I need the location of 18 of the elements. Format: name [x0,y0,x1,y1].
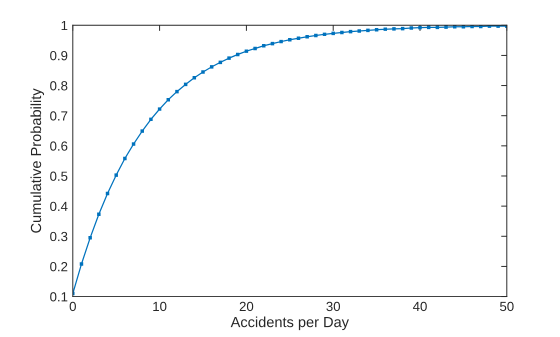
y-tick-label: 1 [62,20,68,30]
y-tick-label: 0.6 [50,141,68,151]
x-tick-label: 50 [500,302,514,312]
y-tick-label: 0.8 [50,81,68,90]
x-tick-label: 0 [70,302,76,312]
y-tick-label: 0.5 [50,172,68,181]
y-tick-label: 0.2 [50,262,68,272]
y-tick-label: 0.7 [50,111,68,121]
x-tick-label: 10 [153,302,166,312]
x-tick-label: 40 [412,302,427,312]
x-axis-title: Accidents per Day [230,316,349,330]
x-tick-label: 30 [326,302,340,312]
y-tick-label: 0.9 [50,50,68,60]
x-tick-label: 20 [240,302,254,312]
y-tick-label: 0.1 [50,292,68,302]
y-tick-label: 0.3 [50,232,68,242]
y-axis-title: Cumulative Probability [30,88,44,233]
y-tick-label: 0.4 [50,202,68,212]
